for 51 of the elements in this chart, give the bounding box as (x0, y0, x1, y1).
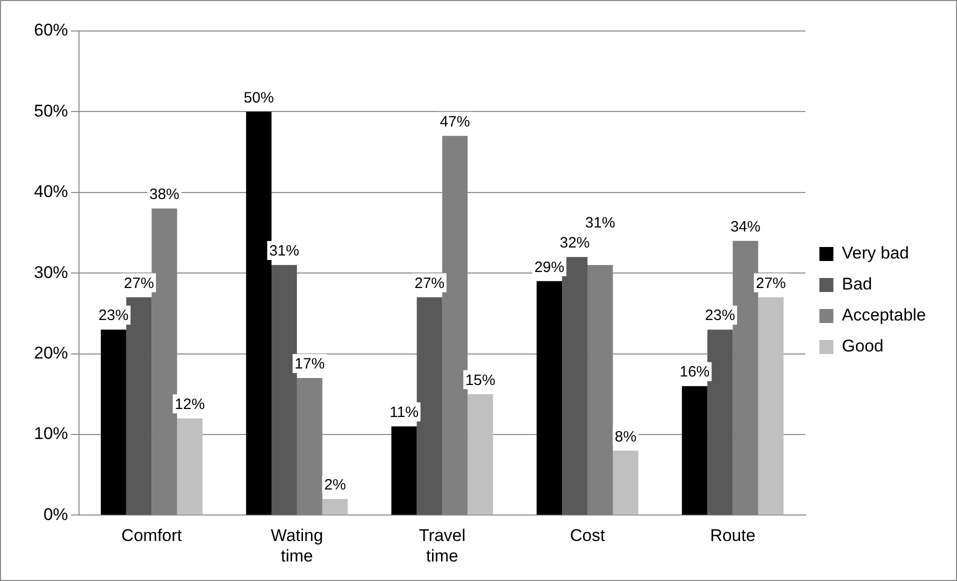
data-label: 32% (560, 234, 590, 252)
y-tick-label: 60% (34, 20, 68, 40)
data-label: 15% (465, 372, 496, 389)
data-label: 17% (294, 356, 325, 373)
legend-label: Very bad (842, 244, 909, 263)
data-label: 38% (149, 186, 180, 204)
bar (536, 281, 562, 515)
data-label: 11% (390, 404, 419, 422)
bar (468, 394, 494, 515)
data-label: 16% (680, 364, 710, 381)
y-tick-label: 40% (34, 182, 68, 202)
x-tick-label: Travel time (418, 526, 466, 566)
data-label: 29% (534, 258, 564, 276)
y-tick-label: 50% (34, 101, 68, 120)
x-tick-label: Wating time (270, 526, 324, 566)
data-label: 23% (98, 307, 129, 324)
x-tick-label: Comfort (121, 526, 182, 546)
data-label: 34% (730, 218, 760, 236)
data-label: 8% (614, 428, 636, 446)
x-tick-label: Cost (570, 526, 606, 546)
data-label: 2% (324, 476, 346, 494)
bar (126, 297, 152, 515)
data-label: 12% (174, 396, 205, 413)
data-label: 31% (585, 214, 616, 232)
data-label: 31% (269, 242, 300, 260)
legend-label: Acceptable (842, 306, 926, 325)
x-tick-label: Route (710, 526, 756, 546)
legend-label: Good (842, 336, 884, 356)
y-tick-label: 10% (34, 424, 68, 444)
data-label: 47% (440, 114, 470, 131)
bar (707, 330, 733, 515)
y-tick-label: 20% (34, 343, 68, 362)
data-label: 27% (414, 274, 445, 292)
data-label: 27% (124, 274, 154, 292)
legend-label: Bad (842, 274, 872, 294)
data-label: 50% (244, 89, 274, 106)
bar (562, 256, 588, 515)
bar (246, 112, 272, 515)
bar (272, 265, 297, 515)
bar (758, 297, 784, 515)
bar (322, 499, 348, 515)
bar (416, 297, 442, 515)
y-tick-label: 0% (43, 504, 68, 524)
bar (391, 426, 417, 515)
bar (612, 450, 638, 515)
data-label: 27% (756, 274, 786, 292)
data-label: 23% (705, 307, 736, 324)
bar (100, 330, 126, 515)
bar (177, 418, 203, 515)
y-tick-label: 30% (34, 262, 68, 282)
bar (682, 386, 708, 515)
